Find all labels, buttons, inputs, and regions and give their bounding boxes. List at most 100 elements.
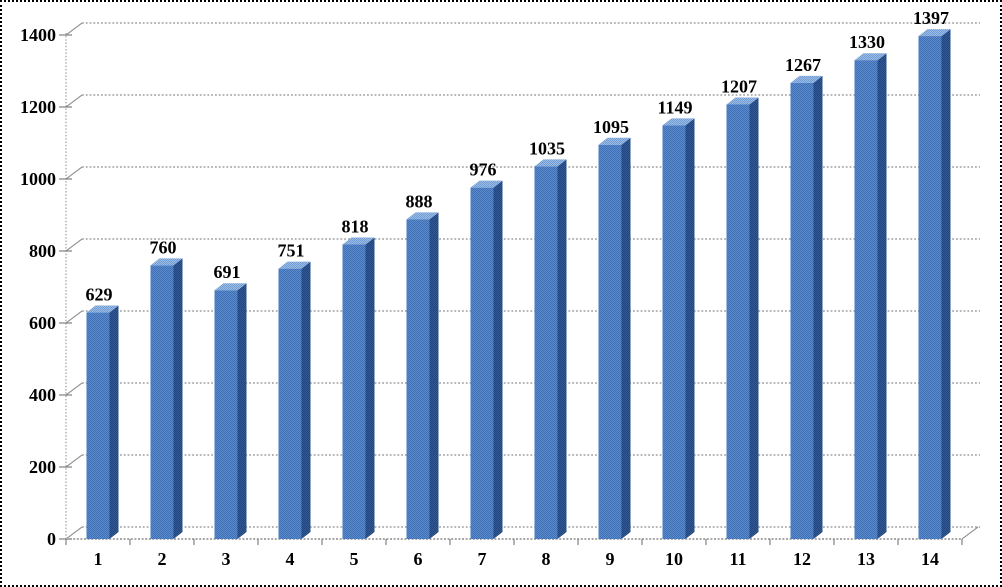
x-axis-category-label: 11: [729, 549, 746, 569]
bar-series-column: [598, 137, 631, 540]
bar-front-face: [150, 265, 174, 539]
bar-data-label: 691: [214, 262, 241, 282]
bar-side-face: [109, 305, 119, 539]
y-axis-tick-label: 1200: [20, 97, 56, 117]
bar-series-column: [86, 305, 119, 539]
bar-front-face: [662, 125, 686, 540]
bar-side-face: [941, 29, 951, 540]
gridline-connector: [65, 94, 83, 108]
gridline-connector: [65, 310, 83, 324]
bar-data-label: 1149: [657, 97, 692, 117]
bar-top-face: [790, 75, 823, 83]
x-axis-category-label: 4: [286, 549, 295, 569]
bar-front-face: [534, 166, 558, 539]
bar-top-face: [662, 118, 695, 126]
bar-top-face: [470, 180, 503, 188]
bar-series-column: [470, 180, 503, 539]
bar-top-face: [598, 137, 631, 145]
bar-front-face: [598, 144, 622, 540]
gridline-connector: [65, 238, 83, 252]
gridline-connector: [65, 166, 83, 180]
x-axis-category-label: 10: [665, 549, 683, 569]
bar-side-face: [173, 258, 183, 539]
x-axis-category-label: 13: [857, 549, 875, 569]
x-axis-category-label: 6: [414, 549, 423, 569]
bar-data-label: 760: [150, 237, 177, 257]
bar-top-face: [214, 283, 247, 291]
y-axis-tick-label: 200: [29, 457, 56, 477]
y-axis-tick-label: 0: [47, 529, 56, 549]
bar-side-face: [621, 137, 631, 540]
x-axis-category-label: 1: [94, 549, 103, 569]
bar-front-face: [790, 82, 814, 539]
bar-data-label: 976: [470, 160, 497, 180]
bar-top-face: [406, 212, 439, 220]
bar-top-face: [918, 29, 951, 37]
y-axis-tick-label: 600: [29, 313, 56, 333]
bar-series-column: [918, 29, 951, 540]
bar-data-label: 1207: [721, 76, 757, 96]
bar-data-label: 1267: [785, 55, 821, 75]
x-axis-category-label: 2: [158, 549, 167, 569]
gridline-connector: [65, 454, 83, 468]
bar-side-face: [877, 53, 887, 539]
floor-right-edge: [961, 526, 979, 540]
bar-side-face: [429, 212, 439, 539]
bar-side-face: [557, 159, 567, 539]
x-axis-category-label: 5: [350, 549, 359, 569]
bar-data-label: 888: [406, 191, 433, 211]
bar-data-label: 629: [86, 285, 113, 305]
y-axis-tick-label: 1400: [20, 25, 56, 45]
bar-top-face: [726, 97, 759, 105]
bar-side-face: [301, 261, 311, 539]
bar-front-face: [86, 312, 110, 539]
bar-data-label: 751: [278, 241, 305, 261]
bar-side-face: [749, 97, 759, 539]
bar-series-column: [726, 97, 759, 539]
bar-front-face: [470, 187, 494, 539]
bar-front-face: [854, 60, 878, 539]
bar-series-column: [342, 237, 375, 539]
bar-series-column: [406, 212, 439, 539]
gridline-connector: [65, 526, 83, 540]
gridline-connector: [65, 22, 83, 36]
bar-series-column: [150, 258, 183, 539]
bar-side-face: [237, 283, 247, 539]
bar-series-column: [662, 118, 695, 540]
bar-front-face: [214, 290, 238, 539]
x-axis-category-label: 9: [606, 549, 615, 569]
x-axis-category-label: 3: [222, 549, 231, 569]
bar-data-label: 1095: [593, 117, 629, 137]
bar-top-face: [150, 258, 183, 266]
y-axis-tick-label: 1000: [20, 169, 56, 189]
bar-data-label: 818: [342, 217, 369, 237]
bar-top-face: [854, 53, 887, 61]
bar-top-face: [342, 237, 375, 245]
bar-top-face: [86, 305, 119, 313]
bar-data-label: 1397: [913, 8, 949, 28]
x-axis-category-label: 8: [542, 549, 551, 569]
bar-series-column: [214, 283, 247, 539]
bar-data-label: 1330: [849, 32, 885, 52]
bar-series-column: [854, 53, 887, 539]
bar-top-face: [278, 261, 311, 269]
y-axis-tick-label: 800: [29, 241, 56, 261]
bar-side-face: [685, 118, 695, 540]
bar-series-column: [278, 261, 311, 539]
bar-side-face: [813, 75, 823, 539]
y-axis-tick-label: 400: [29, 385, 56, 405]
bar-side-face: [365, 237, 375, 539]
x-axis-category-label: 12: [793, 549, 811, 569]
gridline-connector: [65, 382, 83, 396]
x-axis-category-label: 14: [921, 549, 939, 569]
bar-data-label: 1035: [529, 138, 565, 158]
bar-front-face: [406, 219, 430, 539]
bar-front-face: [278, 268, 302, 539]
bar-series-column: [790, 75, 823, 539]
bar-front-face: [726, 104, 750, 539]
x-axis-category-label: 7: [478, 549, 487, 569]
bar-side-face: [493, 180, 503, 539]
bar-front-face: [342, 244, 366, 539]
